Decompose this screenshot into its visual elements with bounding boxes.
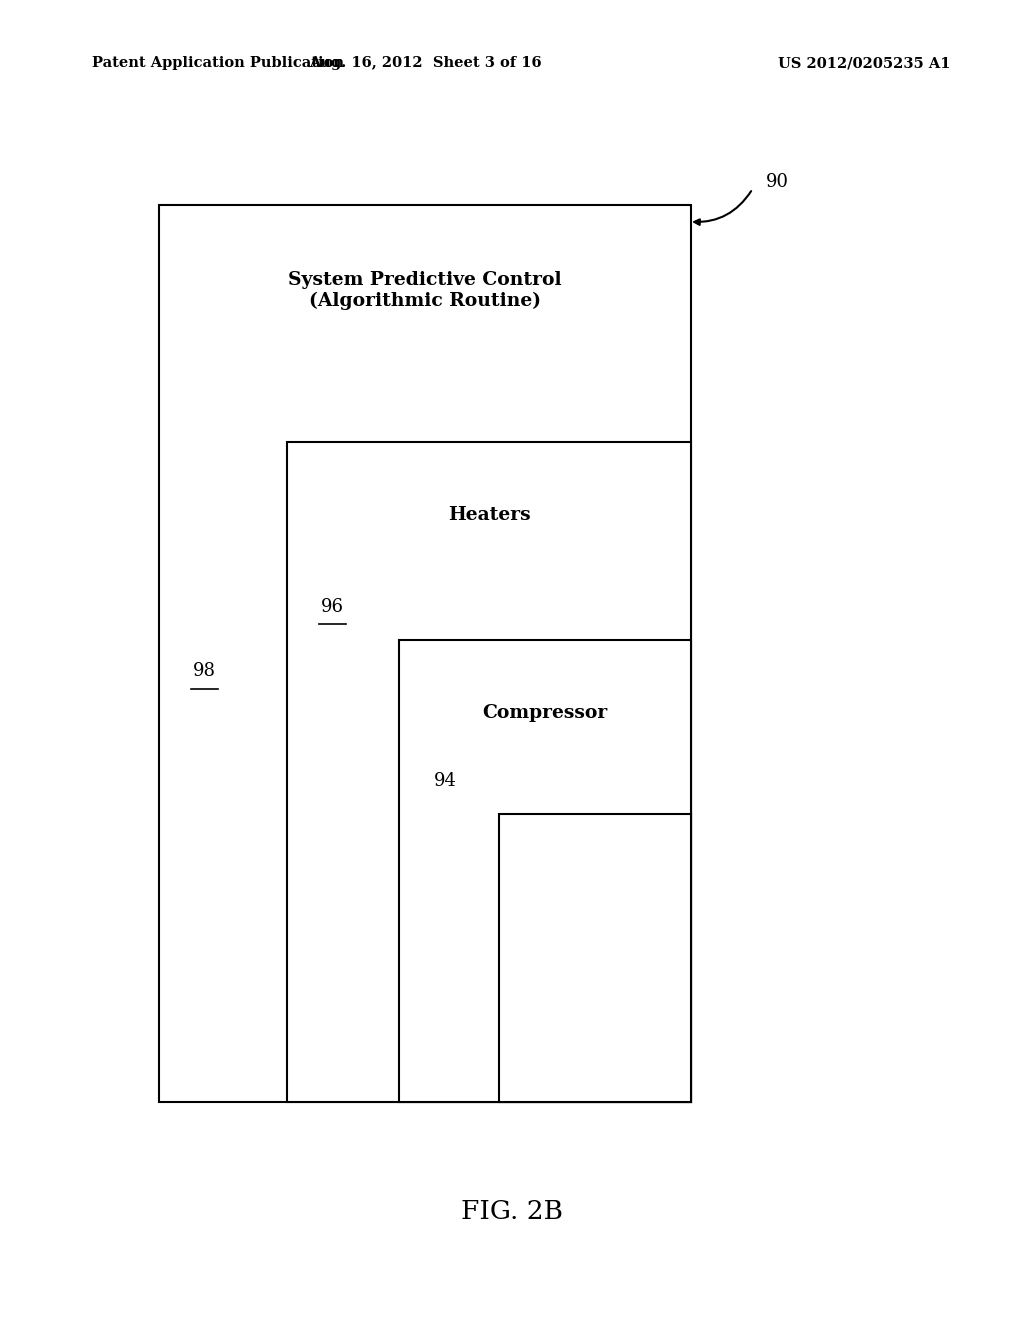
Text: Heaters: Heaters: [447, 506, 530, 524]
Text: 90: 90: [766, 173, 788, 191]
Bar: [287, 442, 691, 1102]
Text: Compressor: Compressor: [482, 704, 608, 722]
Text: 94: 94: [434, 772, 457, 791]
Bar: [499, 814, 691, 1102]
Text: US 2012/0205235 A1: US 2012/0205235 A1: [778, 57, 950, 70]
Text: Pumps: Pumps: [559, 871, 631, 890]
Text: 92: 92: [584, 1034, 606, 1052]
Text: FIG. 2B: FIG. 2B: [461, 1200, 563, 1224]
Bar: [399, 640, 691, 1102]
Text: 98: 98: [194, 663, 216, 680]
Text: 96: 96: [322, 598, 344, 616]
Text: System Predictive Control
(Algorithmic Routine): System Predictive Control (Algorithmic R…: [288, 271, 562, 310]
Text: Patent Application Publication: Patent Application Publication: [92, 57, 344, 70]
Text: Aug. 16, 2012  Sheet 3 of 16: Aug. 16, 2012 Sheet 3 of 16: [308, 57, 542, 70]
Bar: [159, 205, 691, 1102]
